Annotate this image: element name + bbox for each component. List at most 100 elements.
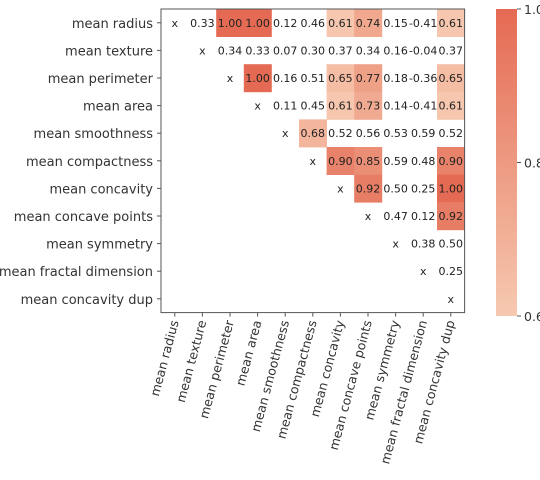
diagonal-marker: x — [227, 72, 234, 85]
diagonal-marker: x — [282, 127, 289, 140]
cell-value-label: 0.65 — [439, 72, 464, 85]
row-label: mean concave points — [14, 210, 153, 225]
diagonal-marker: x — [310, 155, 317, 168]
cell-value-label: 0.85 — [356, 155, 381, 168]
cell-value-label: 0.14 — [383, 100, 408, 113]
cell-value-label: 0.90 — [328, 155, 353, 168]
colorbar: 0.6 0.8 1.0 — [496, 2, 540, 324]
diagonal-marker: x — [365, 210, 372, 223]
cell-value-label: 0.74 — [356, 17, 381, 30]
cell-value-label: 0.53 — [383, 127, 408, 140]
cell-value-label: 0.15 — [383, 17, 408, 30]
cell-value-label: 1.00 — [245, 72, 270, 85]
cell-value-label: 0.16 — [273, 72, 298, 85]
heatmap-cell — [354, 64, 383, 93]
cell-value-label: 0.47 — [383, 210, 408, 223]
row-labels: mean radius mean texture mean perimeter mea… — [0, 17, 161, 308]
cell-value-label: 0.25 — [439, 265, 464, 278]
diagonal-marker: x — [448, 293, 455, 306]
cell-value-label: -0.41 — [409, 100, 437, 113]
cell-value-label: 0.11 — [273, 100, 298, 113]
cell-value-label: 0.34 — [356, 44, 381, 57]
heatmap-cell — [299, 119, 327, 148]
cell-value-label: 0.16 — [383, 44, 408, 57]
cell-value-label: 0.46 — [301, 17, 326, 30]
row-label: mean area — [83, 100, 153, 115]
cell-value-label: 1.00 — [245, 17, 270, 30]
cell-value-label: 0.59 — [383, 155, 408, 168]
row-label: mean radius — [72, 17, 153, 32]
heatmap-cell — [437, 9, 465, 37]
heatmap-cell — [437, 91, 465, 120]
cell-value-label: 0.33 — [190, 17, 215, 30]
row-label: mean compactness — [26, 155, 153, 170]
colorbar-tick-label: 0.8 — [524, 156, 540, 171]
heatmap-cell — [437, 174, 465, 203]
cell-value-label: 0.92 — [439, 210, 464, 223]
diagonal-marker: x — [172, 17, 179, 30]
heatmap-cell — [326, 9, 355, 37]
colorbar-tick-label: 0.6 — [524, 309, 540, 324]
cell-value-label: 0.77 — [356, 72, 381, 85]
cell-value-label: 0.61 — [439, 100, 464, 113]
cell-value-label: 0.50 — [383, 182, 408, 195]
cell-value-label: 0.56 — [356, 127, 381, 140]
heatmap-cells — [216, 9, 465, 231]
cell-value-label: 0.30 — [301, 44, 326, 57]
diagonal-marker: x — [392, 238, 399, 251]
heatmap-cell — [243, 64, 272, 93]
cell-value-label: 0.45 — [301, 100, 326, 113]
cell-value-label: 0.07 — [273, 44, 298, 57]
cell-value-label: 1.00 — [218, 17, 243, 30]
cell-value-label: -0.36 — [409, 72, 437, 85]
cell-value-label: 0.33 — [245, 44, 270, 57]
diagonal-marker: x — [254, 100, 261, 113]
cell-value-label: 0.51 — [301, 72, 326, 85]
row-label: mean perimeter — [48, 72, 154, 87]
cell-value-label: 0.52 — [439, 127, 464, 140]
cell-value-label: 0.12 — [273, 17, 298, 30]
cell-value-label: 0.61 — [328, 17, 353, 30]
colorbar-gradient — [496, 9, 517, 316]
row-label: mean concavity — [49, 182, 153, 197]
heatmap-cell-labels: x 0.33 1.00 1.00 0.12 0.46 0.61 0.74 0.15 -0.41 0.… — [172, 17, 464, 306]
cell-value-label: 0.68 — [301, 127, 326, 140]
cell-value-label: 0.38 — [411, 238, 436, 251]
heatmap-cell — [326, 147, 355, 175]
heatmap-cell — [216, 9, 245, 37]
cell-value-label: 0.37 — [439, 44, 464, 57]
heatmap-cell — [326, 91, 355, 120]
diagonal-marker: x — [337, 182, 344, 195]
heatmap-cell — [437, 147, 465, 175]
row-label: mean fractal dimension — [0, 265, 153, 280]
heatmap-cell — [243, 9, 272, 37]
cell-value-label: 0.73 — [356, 100, 381, 113]
row-label: mean texture — [65, 44, 153, 59]
heatmap-cell — [326, 64, 355, 93]
cell-value-label: 0.25 — [411, 182, 436, 195]
cell-value-label: -0.04 — [409, 44, 437, 57]
cell-value-label: 0.34 — [218, 44, 243, 57]
row-label: mean smoothness — [34, 127, 154, 142]
cell-value-label: 0.61 — [439, 17, 464, 30]
cell-value-label: 0.37 — [328, 44, 353, 57]
cell-value-label: 0.12 — [411, 210, 436, 223]
cell-value-label: 1.00 — [439, 182, 464, 195]
heatmap-cell — [354, 91, 383, 120]
cell-value-label: 0.59 — [411, 127, 436, 140]
row-label: mean concavity dup — [21, 293, 153, 308]
cell-value-label: 0.48 — [411, 155, 436, 168]
cell-value-label: 0.52 — [328, 127, 353, 140]
row-label: mean symmetry — [46, 238, 153, 253]
colorbar-tick-label: 1.0 — [524, 2, 540, 17]
cell-value-label: 0.18 — [383, 72, 408, 85]
heatmap-cell — [354, 174, 383, 203]
heatmap-cell — [437, 64, 465, 93]
heatmap-cell — [437, 202, 465, 231]
cell-value-label: 0.90 — [439, 155, 464, 168]
cell-value-label: 0.92 — [356, 182, 381, 195]
cell-value-label: 0.50 — [439, 238, 464, 251]
cell-value-label: 0.61 — [328, 100, 353, 113]
